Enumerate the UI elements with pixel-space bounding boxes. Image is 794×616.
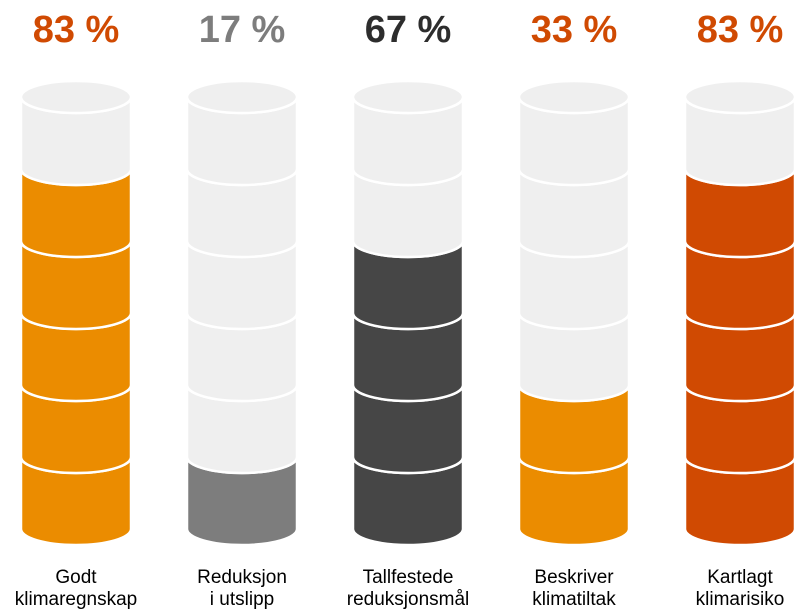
value-label: 17 % (199, 9, 286, 51)
cylinder-top-cap (351, 79, 465, 115)
cylinder-bar (351, 79, 465, 547)
cylinder-top-cap (683, 79, 794, 115)
category-label: Beskriver (534, 567, 614, 588)
cylinder-bar (683, 79, 794, 547)
category-label: Tallfestede (363, 567, 454, 588)
category-label: klimaregnskap (15, 589, 138, 610)
value-label: 83 % (697, 9, 784, 51)
cylinder-bar (517, 79, 631, 547)
cylinder-bar (19, 79, 133, 547)
category-label: klimarisiko (696, 589, 785, 610)
category-label: klimatiltak (532, 589, 616, 610)
category-label: Kartlagt (707, 567, 773, 588)
cylinder-bar (185, 79, 299, 547)
category-label: Reduksjon (197, 567, 287, 588)
category-label: reduksjonsmål (347, 589, 470, 610)
value-label: 33 % (531, 9, 618, 51)
category-label: Godt (55, 567, 97, 588)
value-label: 83 % (33, 9, 120, 51)
cylinder-top-cap (517, 79, 631, 115)
category-label: i utslipp (210, 589, 274, 610)
cylinder-top-cap (185, 79, 299, 115)
value-label: 67 % (365, 9, 452, 51)
cylinder-top-cap (19, 79, 133, 115)
